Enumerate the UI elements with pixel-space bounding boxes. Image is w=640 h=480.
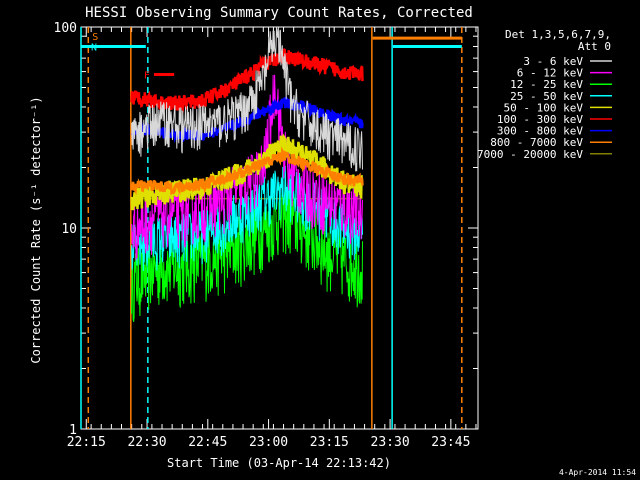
x-tick-label: 23:15: [310, 435, 349, 450]
x-tick-label: 23:30: [371, 435, 410, 450]
legend-label: 25 - 50 keV: [510, 90, 583, 103]
x-tick-label: 22:30: [127, 435, 166, 450]
legend-label: 12 - 25 keV: [510, 78, 583, 91]
x-tick-label: 22:45: [188, 435, 227, 450]
x-tick-label: 23:45: [431, 435, 470, 450]
x-tick-label: 23:00: [249, 435, 288, 450]
legend-label: 800 - 7000 keV: [490, 136, 583, 149]
date-stamp: 4-Apr-2014 11:54: [559, 468, 636, 477]
series-line-3-6-kev: [131, 27, 363, 172]
series-line-100-300-kev: [130, 48, 364, 114]
chart-title: HESSI Observing Summary Count Rates, Cor…: [85, 5, 473, 21]
series-line-800-7000-kev: [130, 146, 364, 196]
legend-label: 6 - 12 keV: [517, 67, 584, 80]
x-axis-label: Start Time (03-Apr-14 22:13:42): [167, 456, 391, 470]
series-line-300-800-kev: [130, 94, 364, 144]
flag-label-f: F: [144, 71, 150, 82]
legend-label: 3 - 6 keV: [523, 55, 583, 68]
flag-label-s: S: [92, 32, 98, 43]
flag-label-n: N: [91, 42, 97, 53]
legend-label: 50 - 100 keV: [504, 101, 584, 114]
legend-label: 7000 - 20000 keV: [477, 148, 583, 161]
y-tick-label: 100: [54, 21, 77, 36]
y-axis-label: Corrected Count Rate (s⁻¹ detector⁻¹): [29, 96, 43, 363]
x-tick-label: 22:15: [67, 435, 106, 450]
legend-header-detectors: Det 1,3,5,6,7,9,: [505, 28, 611, 41]
legend-label: 300 - 800 keV: [497, 125, 583, 138]
legend-header-attenuator: Att 0: [578, 40, 611, 53]
legend-label: 100 - 300 keV: [497, 113, 583, 126]
series-line-12-25-kev: [131, 183, 363, 322]
y-tick-label: 10: [61, 222, 77, 237]
y-tick-label: 1: [69, 423, 77, 438]
